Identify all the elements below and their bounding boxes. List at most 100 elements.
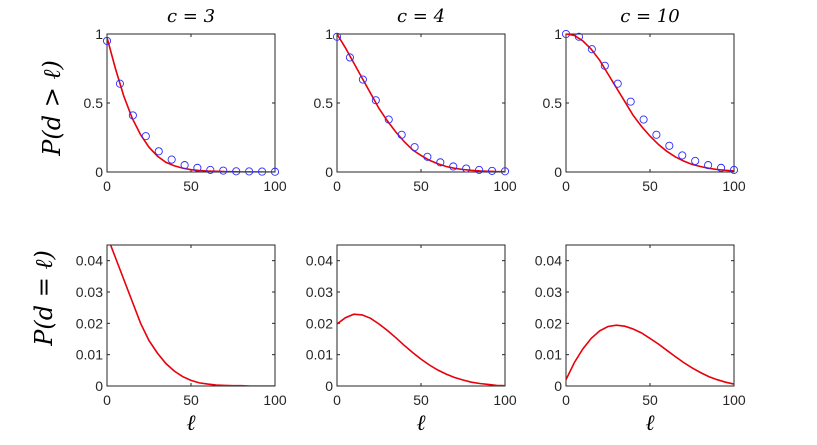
panel-bottom-left: 0 50 100 0 0.01 0.02 0.03 0.04 ℓ xyxy=(76,244,287,436)
panel2-series-simulation-point xyxy=(561,29,571,39)
panel3-ytick-label: 0.01 xyxy=(76,347,103,363)
panel2-series-simulation-point xyxy=(717,163,726,172)
panel4-ytick-label: 0.01 xyxy=(306,347,333,363)
panel0-xtick-label: 100 xyxy=(263,178,287,194)
ylabel-bottom: P(d = ℓ) xyxy=(30,250,58,347)
panel2-series-simulation-point xyxy=(665,141,674,150)
panel1-xtick-label: 0 xyxy=(333,178,341,194)
panel-top-right: c = 10 0 50 100 0 0.5 1 xyxy=(543,6,746,194)
panel2-series-simulation-point xyxy=(626,97,635,106)
panel1-series-simulation-point xyxy=(332,32,342,41)
panel0-series-simulation-point xyxy=(193,163,202,172)
panel0-series-simulation-point xyxy=(270,167,280,176)
panel1-series-simulation-point xyxy=(488,166,497,175)
panel5-ytick-label: 0.04 xyxy=(535,253,562,269)
panel0-series-theory-line xyxy=(107,37,275,172)
panel5-series-theory-line xyxy=(566,324,734,385)
panel5-xlabel: ℓ xyxy=(645,411,655,436)
panel0-series-simulation-point xyxy=(102,36,112,45)
panel4-ytick-label: 0.03 xyxy=(306,284,333,300)
panel1-series-simulation-point xyxy=(410,143,419,152)
panel2-series-simulation-point xyxy=(600,61,609,70)
panel1-ytick-label: 1 xyxy=(325,26,333,42)
panel2-xtick-label: 100 xyxy=(722,178,746,194)
panel3-xtick-label: 0 xyxy=(103,392,111,408)
panel1-series-simulation-point xyxy=(397,130,406,139)
panel1-series-simulation-point xyxy=(449,162,458,171)
panel1-series-simulation-point xyxy=(384,115,393,124)
panel0-xtick-label: 0 xyxy=(103,178,111,194)
panel-top-left: c = 3 0 50 100 0 0.5 1 xyxy=(84,6,287,194)
panel5-xtick-label: 100 xyxy=(722,392,746,408)
panel0-title: c = 3 xyxy=(167,6,215,27)
panel4-ytick-label: 0.02 xyxy=(306,315,333,331)
panel0-series-simulation-point xyxy=(115,79,124,88)
panel4-xtick-label: 100 xyxy=(493,392,517,408)
panel2-axes-box xyxy=(565,33,735,173)
panel0-series-simulation-point xyxy=(154,147,163,156)
panel2-xtick-label: 50 xyxy=(642,178,658,194)
panel2-series-simulation-point xyxy=(691,156,700,166)
panel1-series-simulation-point xyxy=(345,53,354,62)
panel3-axes-box xyxy=(106,244,276,387)
panel0-axes-box xyxy=(106,33,276,173)
panel5-xtick-label: 50 xyxy=(642,392,658,408)
panel4-xtick-label: 50 xyxy=(413,392,429,408)
panel3-ytick-label: 0.04 xyxy=(76,253,103,269)
panel0-series-simulation-point xyxy=(128,111,137,120)
panel0-ytick-label: 1 xyxy=(95,26,103,42)
panel4-xlabel: ℓ xyxy=(416,411,426,436)
panel-top-middle: c = 4 0 50 100 0 0.5 1 xyxy=(314,6,517,194)
panel0-series-simulation-point xyxy=(167,155,176,164)
panel3-xtick-label: 50 xyxy=(183,392,199,408)
panel0-series-simulation-point xyxy=(232,167,241,176)
panel1-xtick-label: 100 xyxy=(493,178,517,194)
panel1-ytick-label: 0.5 xyxy=(314,95,334,111)
panel2-ytick-label: 1 xyxy=(554,26,562,42)
panel2-series-simulation-point xyxy=(574,32,583,41)
panel2-series-simulation-point xyxy=(587,45,596,54)
panel2-series-simulation-point xyxy=(729,165,739,174)
panel1-ytick-label: 0 xyxy=(325,164,333,180)
panel2-xtick-label: 0 xyxy=(562,178,570,194)
panel5-axes-box xyxy=(565,244,735,387)
panel-bottom-middle: 0 50 100 0 0.01 0.02 0.03 0.04 ℓ xyxy=(306,244,517,436)
panel1-series-simulation-point xyxy=(462,164,471,173)
panel3-ytick-label: 0.03 xyxy=(76,284,103,300)
panel1-series-theory-line xyxy=(337,34,505,172)
panel1-axes-box xyxy=(336,33,506,173)
panel3-ytick-label: 0 xyxy=(95,378,103,394)
panel5-ytick-label: 0.03 xyxy=(535,284,562,300)
panel4-xtick-label: 0 xyxy=(333,392,341,408)
panel5-ytick-label: 0.01 xyxy=(535,347,562,363)
panel1-title: c = 4 xyxy=(397,6,445,27)
panel3-ytick-label: 0.02 xyxy=(76,315,103,331)
panel0-series-simulation-point xyxy=(258,167,267,176)
panel4-ytick-label: 0.04 xyxy=(306,253,333,269)
panel0-series-simulation-point xyxy=(180,161,189,170)
panel2-title: c = 10 xyxy=(620,6,680,27)
panel0-xtick-label: 50 xyxy=(183,178,199,194)
panel5-ytick-label: 0.02 xyxy=(535,315,562,331)
panel3-xlabel: ℓ xyxy=(186,411,196,436)
panel0-ytick-label: 0.5 xyxy=(84,95,104,111)
panel1-series-simulation-point xyxy=(358,75,367,84)
panel1-series-simulation-point xyxy=(475,165,484,174)
panel2-ytick-label: 0.5 xyxy=(543,95,563,111)
panel4-ytick-label: 0 xyxy=(325,378,333,394)
panel2-series-simulation-point xyxy=(678,151,687,160)
panel-bottom-right: 0 50 100 0 0.01 0.02 0.03 0.04 ℓ xyxy=(535,244,746,436)
panel5-xtick-label: 0 xyxy=(562,392,570,408)
panel4-series-theory-line xyxy=(337,313,505,386)
panel5-ytick-label: 0 xyxy=(554,378,562,394)
panel1-series-simulation-point xyxy=(371,96,380,105)
panel0-series-simulation-point xyxy=(219,166,228,175)
panel0-series-simulation-point xyxy=(141,132,150,141)
panel2-series-simulation-point xyxy=(639,115,648,124)
panel1-series-simulation-point xyxy=(423,152,432,161)
panel2-series-theory-line xyxy=(566,34,734,172)
panel2-ytick-label: 0 xyxy=(554,164,562,180)
panel3-series-theory-line xyxy=(109,245,275,386)
panel2-series-simulation-point xyxy=(652,130,661,139)
